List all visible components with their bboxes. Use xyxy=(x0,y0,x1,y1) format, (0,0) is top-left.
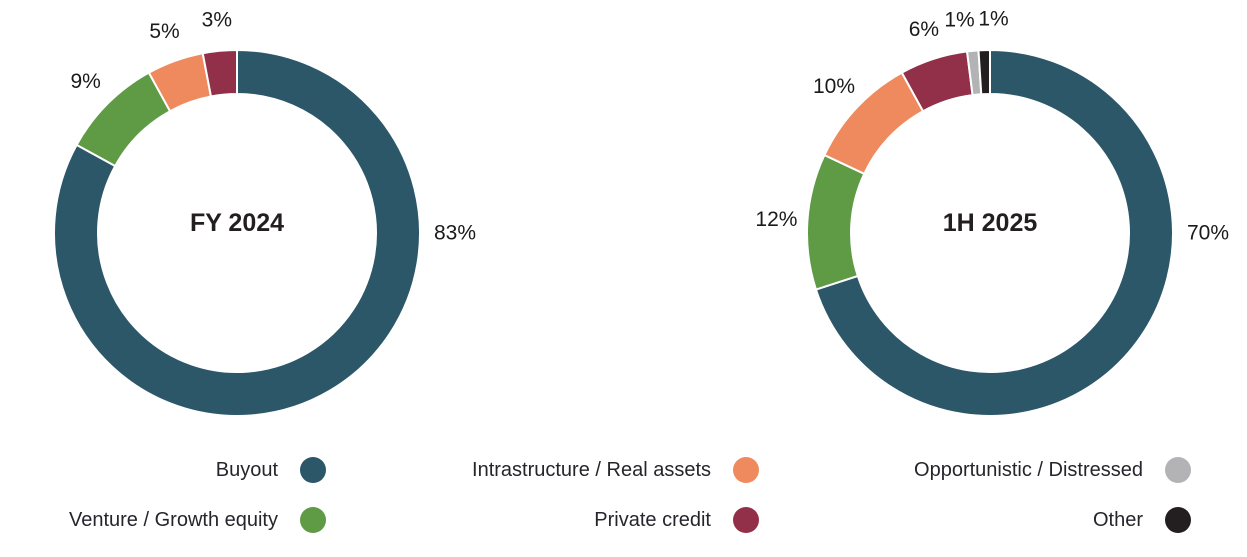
legend-swatch-opportunistic-distressed xyxy=(1165,457,1191,483)
legend-swatch-buyout xyxy=(300,457,326,483)
chart-legend: Buyout Venture / Growth equity Intrastru… xyxy=(0,445,1247,550)
segment-percent-label: 83% xyxy=(434,222,476,245)
legend-column-3: Opportunistic / Distressed Other xyxy=(914,445,1191,545)
legend-label: Private credit xyxy=(594,508,711,531)
legend-label: Other xyxy=(1092,508,1143,531)
legend-label: Buyout xyxy=(215,458,278,481)
legend-item-buyout: Buyout xyxy=(69,445,326,495)
segment-percent-label: 12% xyxy=(755,208,797,231)
donut-center-label: FY 2024 xyxy=(190,209,284,237)
segment-percent-label: 6% xyxy=(909,18,939,41)
segment-percent-label: 5% xyxy=(149,20,179,43)
donut-segment xyxy=(814,48,1174,417)
segment-percent-label: 10% xyxy=(813,75,855,98)
legend-item-other: Other xyxy=(914,495,1191,545)
legend-swatch-private-credit xyxy=(733,507,759,533)
legend-column-1: Buyout Venture / Growth equity xyxy=(69,445,326,545)
legend-item-venture-growth-equity: Venture / Growth equity xyxy=(69,495,326,545)
donut-segment xyxy=(53,48,421,417)
segment-percent-label: 9% xyxy=(70,70,100,93)
donut-center-label: 1H 2025 xyxy=(943,209,1038,237)
donut-chart-1h-2025: 70% 12% 10% 6% 1% 1% 1H 2025 xyxy=(740,0,1240,445)
legend-item-private-credit: Private credit xyxy=(472,495,759,545)
segment-percent-label: 3% xyxy=(202,8,232,31)
legend-label: Opportunistic / Distressed xyxy=(914,458,1143,481)
donut-segment xyxy=(806,153,866,291)
legend-item-infrastructure-real-assets: Intrastructure / Real assets xyxy=(472,445,759,495)
legend-column-2: Intrastructure / Real assets Private cre… xyxy=(472,445,759,545)
donut-chart-fy-2024: 83% 9% 5% 3% FY 2024 xyxy=(0,0,500,445)
legend-swatch-other xyxy=(1165,507,1191,533)
donut-segment xyxy=(201,48,238,98)
legend-label: Intrastructure / Real assets xyxy=(472,458,711,481)
segment-percent-label: 1% xyxy=(944,8,974,31)
legend-swatch-infrastructure-real-assets xyxy=(733,457,759,483)
legend-label: Venture / Growth equity xyxy=(68,508,278,531)
legend-swatch-venture-growth-equity xyxy=(300,507,326,533)
segment-percent-label: 1% xyxy=(978,8,1008,31)
segment-percent-label: 70% xyxy=(1187,222,1229,245)
donut-segment xyxy=(977,48,991,96)
legend-item-opportunistic-distressed: Opportunistic / Distressed xyxy=(914,445,1191,495)
